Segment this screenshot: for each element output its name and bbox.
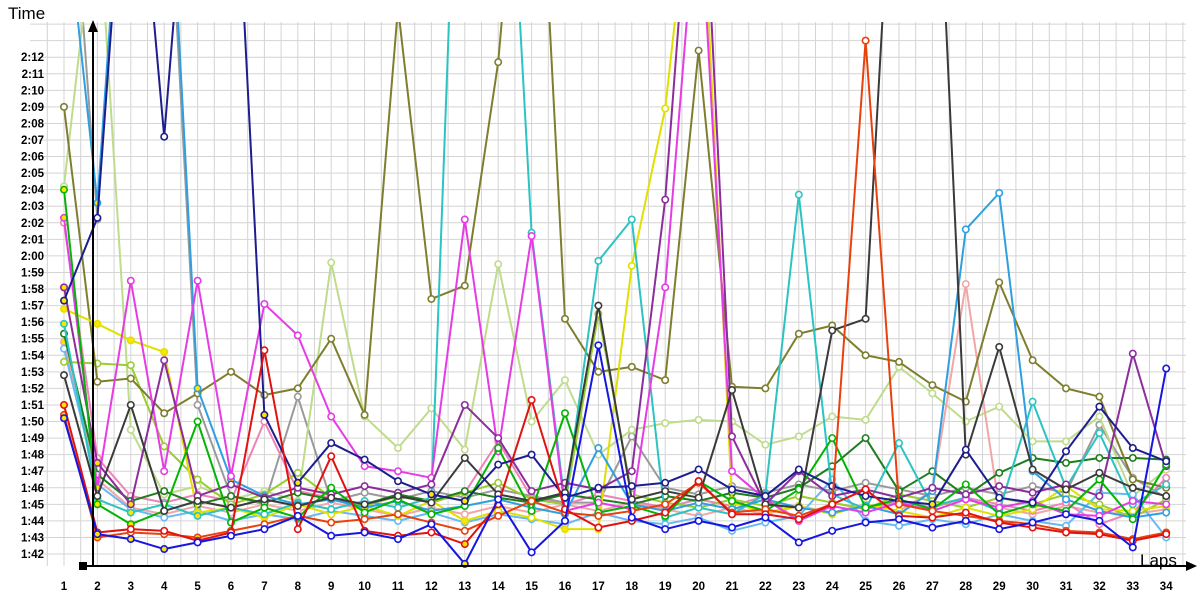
- series-sky-line: [76, 22, 1167, 519]
- y-tick-label: 1:59: [21, 267, 44, 279]
- axes: [79, 20, 1197, 571]
- x-axis-title: Laps: [1140, 551, 1177, 570]
- y-tick-label: 1:56: [21, 317, 44, 329]
- y-tick-label: 1:51: [21, 400, 45, 412]
- series-palegreen: [59, 22, 1171, 506]
- tick-labels: 1:42 1:43 1:44 1:45 1:46 1:47 1:48 1:49 1:50 1:51…: [21, 52, 1173, 593]
- x-tick-label: 14: [492, 581, 505, 593]
- x-tick-label: 34: [1160, 581, 1173, 593]
- x-tick-label: 29: [993, 581, 1006, 593]
- x-tick-label: 6: [228, 581, 234, 593]
- origin-marker: [79, 562, 87, 570]
- x-tick-label: 1: [61, 581, 68, 593]
- y-tick-label: 2:10: [21, 85, 44, 97]
- y-tick-label: 1:45: [21, 499, 45, 511]
- y-tick-label: 1:58: [21, 284, 45, 296]
- series-olive: [59, 22, 1171, 492]
- x-tick-label: 7: [261, 581, 267, 593]
- x-tick-label: 8: [295, 581, 302, 593]
- x-tick-label: 22: [759, 581, 772, 593]
- x-tick-label: 2: [94, 581, 100, 593]
- y-tick-label: 1:47: [21, 466, 44, 478]
- series-black-line: [63, 22, 1167, 512]
- series-green-line: [63, 189, 1168, 526]
- y-tick-label: 2:02: [21, 218, 44, 230]
- x-tick-label: 17: [592, 581, 605, 593]
- series-darkgreen-line: [63, 333, 1167, 506]
- x-tick-label: 23: [792, 581, 805, 593]
- series-magenta-line: [63, 22, 1167, 522]
- x-tick-label: 26: [893, 581, 906, 593]
- series-blue-line: [63, 344, 1168, 565]
- y-tick-label: 1:43: [21, 532, 44, 544]
- x-tick-label: 18: [625, 581, 638, 593]
- y-tick-label: 2:09: [21, 102, 44, 114]
- x-tick-label: 20: [692, 581, 705, 593]
- x-tick-label: 10: [358, 581, 371, 593]
- x-tick-label: 25: [859, 581, 872, 593]
- x-axis-arrow-icon: [1186, 561, 1197, 571]
- y-tick-label: 1:49: [21, 433, 44, 445]
- series-purple-line: [63, 22, 1168, 506]
- y-tick-label: 1:44: [21, 516, 45, 528]
- y-tick-label: 1:52: [21, 383, 44, 395]
- x-tick-label: 24: [826, 581, 839, 593]
- x-tick-label: 19: [659, 581, 672, 593]
- y-tick-label: 1:53: [21, 367, 44, 379]
- y-tick-label: 2:05: [21, 168, 45, 180]
- x-tick-label: 21: [726, 581, 739, 593]
- y-tick-label: 2:04: [21, 185, 45, 197]
- x-tick-label: 33: [1126, 581, 1139, 593]
- x-tick-label: 3: [128, 581, 134, 593]
- y-axis-arrow-icon: [88, 20, 98, 32]
- x-tick-label: 32: [1093, 581, 1106, 593]
- y-tick-label: 2:08: [21, 118, 45, 130]
- x-tick-label: 27: [926, 581, 939, 593]
- x-tick-label: 30: [1026, 581, 1039, 593]
- series-pink-line: [63, 222, 1167, 526]
- y-tick-label: 1:50: [21, 417, 44, 429]
- y-tick-label: 2:03: [21, 201, 44, 213]
- series-navy: [59, 22, 1171, 509]
- series-olive-line: [63, 22, 1167, 489]
- x-tick-label: 16: [559, 581, 572, 593]
- x-tick-label: 28: [959, 581, 972, 593]
- y-tick-label: 1:54: [21, 350, 45, 362]
- y-tick-label: 1:55: [21, 334, 45, 346]
- x-tick-label: 12: [425, 581, 438, 593]
- y-tick-label: 1:57: [21, 301, 44, 313]
- y-tick-label: 2:07: [21, 135, 44, 147]
- y-tick-label: 2:11: [22, 69, 45, 81]
- x-tick-label: 15: [525, 581, 538, 593]
- y-tick-label: 1:46: [21, 483, 44, 495]
- series-blue: [59, 341, 1171, 568]
- x-tick-label: 9: [328, 581, 334, 593]
- y-tick-label: 1:42: [21, 549, 44, 561]
- series-palegreen-line: [63, 22, 1167, 503]
- x-tick-label: 31: [1060, 581, 1073, 593]
- y-tick-label: 2:01: [21, 234, 45, 246]
- y-tick-label: 1:48: [21, 450, 45, 462]
- x-tick-label: 5: [194, 581, 201, 593]
- y-tick-label: 2:12: [21, 52, 44, 64]
- series-navy-line: [63, 22, 1167, 506]
- series-red-line: [63, 349, 1167, 546]
- y-axis-title: Time: [8, 4, 46, 23]
- y-tick-label: 2:00: [21, 251, 44, 263]
- x-tick-label: 13: [458, 581, 471, 593]
- x-tick-label: 4: [161, 581, 168, 593]
- series-plot-area: [59, 22, 1171, 568]
- x-tick-label: 11: [392, 581, 405, 593]
- y-tick-label: 2:06: [21, 152, 44, 164]
